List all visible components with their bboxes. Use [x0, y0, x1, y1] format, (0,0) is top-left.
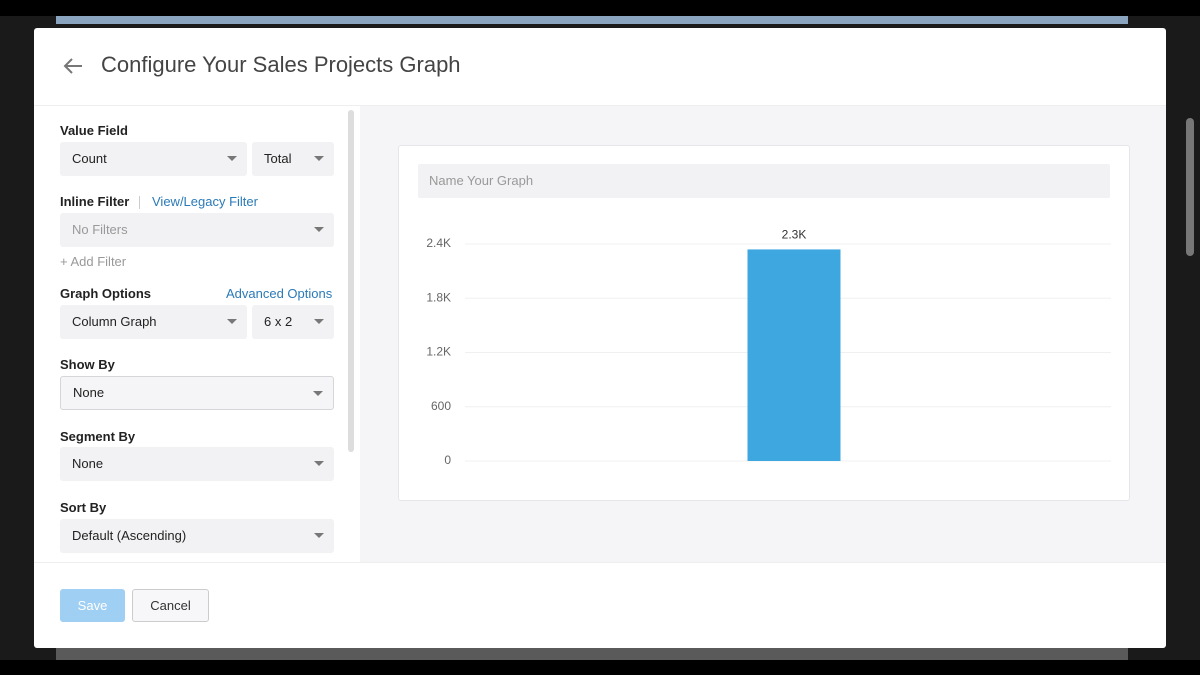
- filter-input[interactable]: No Filters: [60, 213, 334, 247]
- label: Segment By: [60, 429, 136, 444]
- back-arrow[interactable]: [62, 56, 86, 76]
- chart-card: Name Your Graph 0 600 1.2K 1.8K 2.4K 2.3K: [398, 145, 1130, 501]
- chart: 0 600 1.2K 1.8K 2.4K 2.3K: [426, 228, 1111, 467]
- preview-panel: Name Your Graph 0 600 1.2K 1.8K 2.4K 2.3K: [360, 106, 1166, 562]
- placeholder: Name Your Graph: [429, 173, 534, 188]
- modal: Configure Your Sales Projects Graph Valu…: [34, 28, 1166, 648]
- dropdown[interactable]: Default (Ascending): [60, 519, 334, 553]
- divider: [34, 105, 1166, 106]
- dropdown[interactable]: Column Graph: [60, 305, 247, 339]
- add-filter[interactable]: + Add Filter: [60, 254, 127, 269]
- divider: [34, 562, 1166, 563]
- save-button[interactable]: Save: [60, 589, 125, 622]
- data-label: 2.3K: [782, 228, 807, 242]
- y-tick-label: 600: [431, 399, 451, 413]
- bottom-bar: [0, 660, 1200, 675]
- label: Inline Filter: [60, 194, 130, 209]
- separator: [139, 196, 140, 209]
- dropdown[interactable]: 6 x 2: [252, 305, 334, 339]
- bar: [747, 249, 841, 461]
- y-tick-label: 2.4K: [426, 236, 451, 250]
- y-tick-label: 1.2K: [426, 345, 451, 359]
- label: Value Field: [60, 123, 128, 138]
- label: Sort By: [60, 500, 107, 515]
- bg-footer: [56, 648, 1128, 660]
- dropdown[interactable]: None: [60, 376, 334, 410]
- link[interactable]: View/Legacy Filter: [152, 194, 258, 209]
- dropdown[interactable]: None: [60, 447, 334, 481]
- y-tick-label: 1.8K: [426, 290, 451, 304]
- label: Show By: [60, 357, 115, 372]
- bg-header: [56, 16, 1128, 24]
- scrollbar: [348, 110, 354, 452]
- form-panel: Value Field Count Total Inline Filter Vi…: [34, 106, 360, 562]
- label: Graph Options: [60, 286, 151, 301]
- link[interactable]: Advanced Options: [226, 286, 333, 301]
- modal-title: Configure Your Sales Projects Graph: [101, 52, 461, 77]
- graph-name-input[interactable]: Name Your Graph: [418, 164, 1110, 198]
- placeholder: No Filters: [72, 222, 128, 237]
- y-tick-label: 0: [444, 453, 451, 467]
- page-scrollbar: [1186, 118, 1194, 256]
- dropdown[interactable]: Total: [252, 142, 334, 176]
- dropdown[interactable]: Count: [60, 142, 247, 176]
- cancel-button[interactable]: Cancel: [132, 589, 209, 622]
- top-bar: [0, 0, 1200, 16]
